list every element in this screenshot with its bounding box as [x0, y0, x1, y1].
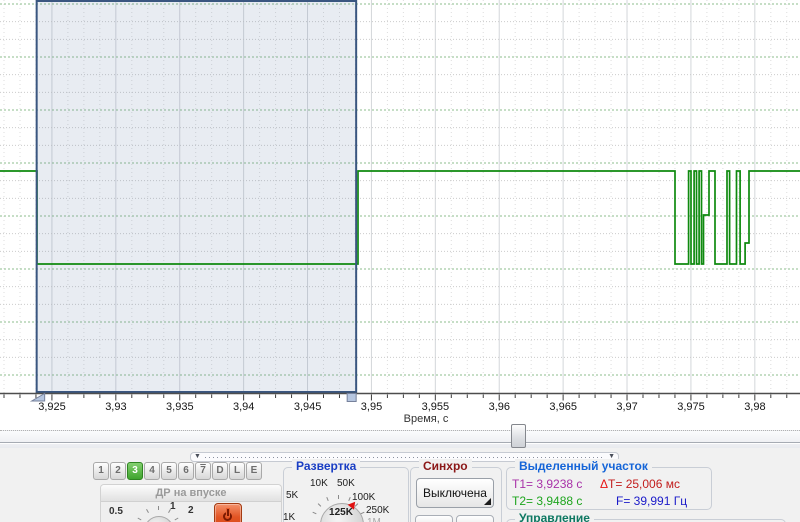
chart-scrollbar[interactable] [0, 424, 800, 448]
dropdown-corner-icon [484, 498, 491, 505]
svg-text:3,965: 3,965 [549, 401, 577, 413]
svg-text:3,98: 3,98 [744, 401, 765, 413]
channel-button-2[interactable]: 2 [110, 462, 126, 480]
gain-label-1: 1 [170, 501, 176, 512]
selection-group-title: Выделенный участок [515, 459, 652, 473]
sweep-group-box: Развертка [283, 459, 409, 522]
trackbar-left-arrow-icon: ▼ [194, 453, 201, 460]
sweep-label-1k: 1K [283, 512, 296, 522]
channel-button-1[interactable]: 1 [93, 462, 109, 480]
sweep-label-1m: 1M [367, 517, 381, 522]
svg-text:3,93: 3,93 [105, 401, 126, 413]
sync-group-box: Синхро [410, 459, 502, 522]
t2-value: T2= 3,9488 с [512, 494, 583, 508]
channel-button-row: 1 2 3 4 5 6 7 D L E [93, 462, 263, 480]
channel-button-5[interactable]: 5 [161, 462, 177, 480]
delta-icon: Δ [600, 477, 609, 491]
gain-knob-tick [158, 506, 159, 510]
control-panel: ▼ ▼ 1 2 3 4 5 6 7 D L E ДР на впуске 0.5… [0, 448, 800, 522]
svg-text:3,97: 3,97 [616, 401, 637, 413]
channel-button-E[interactable]: E [246, 462, 262, 480]
channel-button-3[interactable]: 3 [127, 462, 143, 480]
svg-text:3,94: 3,94 [233, 401, 254, 413]
svg-text:3,925: 3,925 [38, 401, 66, 413]
control-group-title: Управление [515, 511, 594, 522]
sweep-label-10k: 10K [310, 478, 328, 489]
sync-mode-dropdown[interactable]: Выключена [416, 478, 494, 508]
channel-button-7[interactable]: 7 [195, 462, 211, 480]
sweep-label-250k: 250K [366, 505, 390, 516]
gain-label-2: 2 [188, 505, 194, 516]
trackbar-dots [205, 457, 604, 458]
sweep-label-50k: 50K [337, 478, 355, 489]
svg-text:3,96: 3,96 [489, 401, 510, 413]
scrollbar-groove [0, 442, 800, 443]
channel-button-6[interactable]: 6 [178, 462, 194, 480]
channel-button-L[interactable]: L [229, 462, 245, 480]
sync-extra-button-1[interactable] [415, 515, 453, 522]
svg-text:3,945: 3,945 [294, 401, 322, 413]
svg-text:3,95: 3,95 [361, 401, 382, 413]
sync-mode-value: Выключена [423, 486, 487, 500]
waveform-plot[interactable]: 3,925 3,93 3,935 3,94 3,945 3,95 3,955 3,96 3,96… [0, 0, 800, 430]
channel-group-box: ДР на впуске [100, 484, 282, 522]
selection-group-box: Выделенный участок [506, 459, 712, 510]
trackbar-right-arrow-icon: ▼ [608, 453, 615, 460]
svg-text:3,975: 3,975 [677, 401, 705, 413]
sweep-label-100k: 100K [352, 492, 376, 503]
frequency-value: F= 39,991 Гц [616, 494, 688, 508]
sync-group-title: Синхро [419, 459, 472, 473]
scrollbar-thumb[interactable] [511, 424, 526, 448]
sync-extra-button-2[interactable] [456, 515, 494, 522]
gain-label-05: 0.5 [109, 506, 123, 517]
power-icon-bar [227, 509, 229, 516]
channel-group-title: ДР на впуске [101, 485, 281, 502]
svg-text:3,935: 3,935 [166, 401, 194, 413]
sweep-value: 125K [329, 507, 353, 518]
svg-text:3,955: 3,955 [422, 401, 450, 413]
svg-text:Время, с: Время, с [404, 413, 449, 425]
channel-button-D[interactable]: D [212, 462, 228, 480]
delta-t-value: ΔT= 25,006 мс [600, 477, 680, 491]
position-trackbar[interactable]: ▼ ▼ [190, 452, 619, 462]
chart-area: 3,925 3,93 3,935 3,94 3,945 3,95 3,955 3,96 3,96… [0, 0, 800, 430]
t1-value: T1= 3,9238 с [512, 477, 583, 491]
sweep-group-title: Развертка [292, 459, 361, 473]
sweep-knob-tick [338, 495, 339, 499]
channel-button-4[interactable]: 4 [144, 462, 160, 480]
channel-power-button[interactable] [214, 503, 242, 522]
sweep-label-5k: 5K [286, 490, 299, 501]
